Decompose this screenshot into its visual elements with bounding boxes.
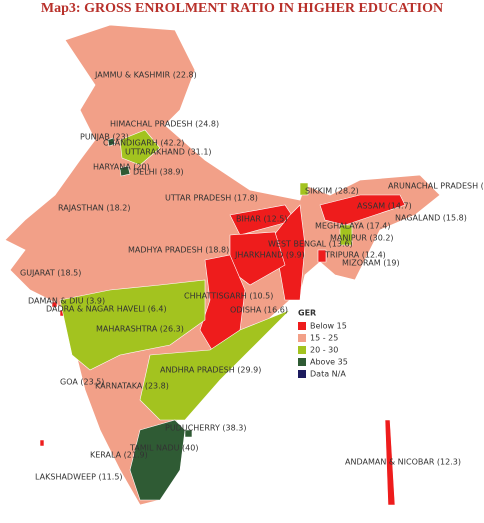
- region-label: MADHYA PRADESH (18.8): [128, 246, 229, 255]
- region: [39, 439, 45, 447]
- region-label: GOA (23.5): [60, 378, 104, 387]
- region: [384, 419, 396, 506]
- region-label: ANDHRA PRADESH (29.9): [160, 366, 261, 375]
- region-label: HIMACHAL PRADESH (24.8): [110, 120, 219, 129]
- legend-swatch: [298, 322, 306, 330]
- region: [51, 301, 58, 308]
- region-label: DAMAN & DIU (3.9): [28, 297, 105, 306]
- region-label: TAMIL NADU (40): [129, 444, 198, 453]
- region-label: RAJASTHAN (18.2): [58, 204, 130, 213]
- region: [59, 279, 206, 371]
- region-label: BIHAR (12.5): [236, 215, 288, 224]
- region-label: DADRA & NAGAR HAVELI (6.4): [46, 305, 167, 314]
- region-label: PUNJAB (23): [80, 133, 129, 142]
- region-label: KERALA (21.9): [90, 451, 148, 460]
- region-label: ASSAM (14.7): [357, 202, 412, 211]
- region: [299, 182, 309, 196]
- region-label: NAGALAND (15.8): [395, 214, 467, 223]
- legend-label: 15 - 25: [310, 334, 338, 343]
- map-title: Map3: GROSS ENROLMENT RATIO IN HIGHER ED…: [41, 1, 443, 16]
- region: [129, 419, 186, 501]
- region-label: MIZORAM (19): [342, 259, 400, 268]
- legend-label: Above 35: [310, 358, 348, 367]
- regions: [39, 129, 406, 506]
- region-label: MEGHALAYA (17.4): [315, 222, 390, 231]
- region-label: JAMMU & KASHMIR (22.8): [94, 71, 197, 80]
- region-label: ODISHA (16.6): [230, 306, 288, 315]
- region-label: CHANDIGARH (42.2): [103, 139, 184, 148]
- region-label: UTTARAKHAND (31.1): [125, 148, 212, 157]
- region-label: WEST BENGAL (13.6): [268, 240, 353, 249]
- region: [339, 224, 353, 246]
- region-label: DELHI (38.9): [133, 168, 184, 177]
- legend-label: Below 15: [310, 322, 347, 331]
- region: [319, 194, 406, 226]
- legend: GER Below 15 15 - 25 20 - 30 Above 35 Data N/…: [298, 309, 348, 379]
- legend-swatch: [298, 370, 306, 378]
- region-label: LAKSHADWEEP (11.5): [35, 473, 123, 482]
- region: [317, 249, 327, 263]
- legend-label: Data N/A: [310, 370, 346, 379]
- region-label: UTTAR PRADESH (17.8): [165, 194, 258, 203]
- legend-swatch: [298, 334, 306, 342]
- region-label: ARUNACHAL PRADESH (21.3): [388, 182, 484, 191]
- region-label: KARNATAKA (23.8): [95, 382, 169, 391]
- region-label: HARYANA (20): [93, 163, 150, 172]
- region: [139, 309, 291, 421]
- region: [184, 429, 193, 438]
- region-label: MANIPUR (30.2): [330, 234, 394, 243]
- region-label: ANDAMAN & NICOBAR (12.3): [345, 458, 461, 467]
- region-labels: JAMMU & KASHMIR (22.8) HIMACHAL PRADESH (…: [20, 71, 484, 482]
- region-label: PUDUCHERRY (38.3): [165, 424, 246, 433]
- region-label: SIKKIM (28.2): [305, 187, 359, 196]
- region-label: TRIPURA (12.4): [324, 251, 386, 260]
- region: [119, 129, 161, 166]
- legend-title: GER: [298, 309, 316, 318]
- legend-swatch: [298, 358, 306, 366]
- region: [107, 137, 116, 147]
- region-label: CHHATTISGARH (10.5): [184, 292, 273, 301]
- region-label: GUJARAT (18.5): [20, 269, 81, 278]
- region-label: MAHARASHTRA (26.3): [96, 325, 184, 334]
- legend-swatch: [298, 346, 306, 354]
- region-label: JHARKHAND (9.9): [234, 251, 305, 260]
- legend-label: 20 - 30: [310, 346, 338, 355]
- region: [119, 165, 131, 177]
